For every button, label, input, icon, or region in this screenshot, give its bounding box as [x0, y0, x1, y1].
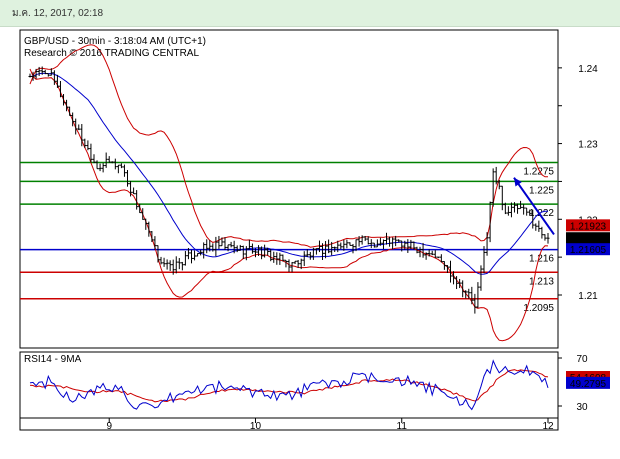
level-label: 1.222: [529, 208, 554, 219]
chart-subtitle: Research © 2016 TRADING CENTRAL: [24, 48, 199, 59]
rsi-line: [29, 359, 549, 411]
date-label: ม.ค. 12, 2017, 02:18: [12, 8, 104, 19]
forecast-arrow-head: [514, 177, 522, 187]
forecast-arrow-shaft: [513, 177, 555, 236]
rsi-marker-label: 49.2795: [570, 379, 607, 390]
rsi-y-tick-label: 30: [576, 402, 588, 413]
x-axis: 9 10 11 12: [106, 418, 554, 432]
main-panel-frame: [19, 29, 559, 349]
price-marker-box: [566, 232, 610, 245]
level-label: 1.2095: [523, 303, 554, 314]
y-tick-label: 1.23: [578, 140, 598, 151]
forecast-arrow: [513, 177, 555, 236]
rsi-panel-frame: [19, 351, 559, 419]
rsi-marker-box: [566, 376, 610, 389]
price-marker-label: 1.2175: [573, 234, 604, 245]
bollinger-upper: [29, 44, 549, 248]
level-label: 1.216: [529, 254, 554, 265]
price-marker-label: 1.21923: [570, 221, 607, 232]
rsi-panel: 307054.160849.2795: [29, 354, 610, 413]
x-tick-label: 11: [397, 421, 408, 432]
x-tick-label: 10: [250, 421, 262, 432]
level-label: 1.225: [529, 185, 554, 196]
xaxis-frame: [19, 417, 559, 431]
price-marker-box: [566, 243, 610, 256]
y-axis: 1.211.221.231.24: [558, 64, 598, 302]
level-label: 1.2275: [523, 167, 554, 178]
level-label: 1.213: [529, 276, 554, 287]
candles-group: [28, 66, 550, 314]
chart-title: GBP/USD - 30min - 3:18:04 AM (UTC+1): [24, 36, 206, 47]
date-bar: ม.ค. 12, 2017, 02:18: [0, 0, 620, 27]
price-marker-label: 1.21605: [570, 245, 607, 256]
y-tick-label: 1.21: [578, 291, 598, 302]
rsi-title: RSI14 - 9MA: [24, 354, 82, 365]
x-tick-label: 9: [106, 421, 112, 432]
rsi-y-tick-label: 70: [576, 354, 588, 365]
price-marker-box: [566, 219, 610, 232]
moving-average: [29, 72, 548, 275]
y-tick-label: 1.24: [578, 64, 598, 75]
x-tick-label: 12: [542, 421, 554, 432]
